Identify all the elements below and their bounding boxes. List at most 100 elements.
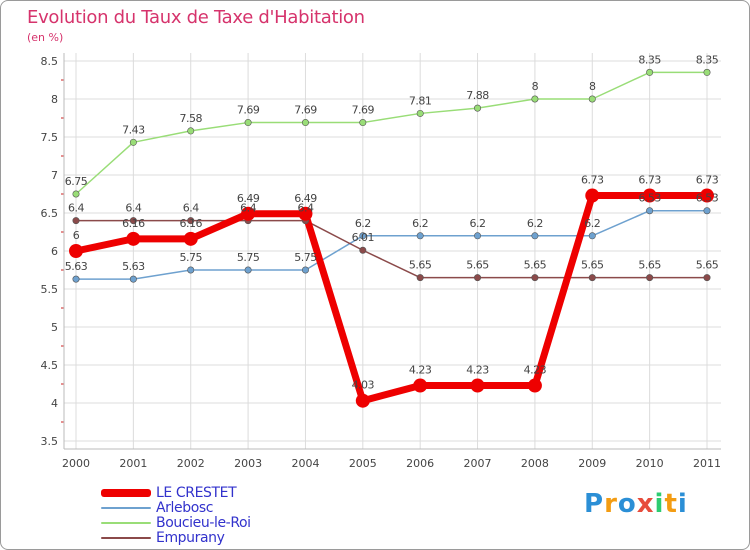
data-point	[527, 378, 542, 393]
legend-item: Empurany	[101, 531, 401, 545]
series-line-empurany	[75, 219, 708, 279]
legend-item: Arlebosc	[101, 501, 401, 515]
data-label: 6.4	[240, 202, 256, 215]
data-label: 7.43	[122, 123, 145, 136]
series-points	[69, 68, 714, 408]
data-label: 5.75	[179, 251, 202, 264]
data-label: 6.75	[65, 175, 88, 188]
data-label: 5.65	[409, 259, 432, 272]
legend-swatch	[101, 522, 151, 524]
data-label: 6.16	[122, 217, 145, 230]
legend: LE CRESTET Arlebosc Boucieu-le-Roi Empurany	[101, 486, 401, 546]
y-tick-label: 5.5	[41, 283, 59, 296]
x-tick-label: 2006	[406, 457, 434, 470]
logo-letter: t	[664, 489, 678, 519]
data-point	[69, 244, 83, 258]
data-label: 4.23	[409, 364, 432, 377]
data-point	[241, 206, 256, 221]
y-tick-label: 4.5	[41, 359, 59, 372]
data-label: 7.88	[466, 89, 489, 102]
data-label: 5.63	[65, 260, 88, 273]
logo-letter: o	[617, 489, 637, 519]
series-line-boucieu-le-roi	[75, 71, 708, 195]
data-point	[72, 217, 80, 225]
data-label: 5.75	[294, 251, 317, 264]
x-tick-label: 2005	[349, 457, 377, 470]
legend-item: Boucieu-le-Roi	[101, 516, 401, 530]
y-tick-label: 4	[51, 397, 58, 410]
data-label: 5.63	[122, 260, 145, 273]
data-label: 5.65	[581, 259, 604, 272]
data-label: 4.23	[466, 364, 489, 377]
data-point	[416, 274, 424, 282]
y-tick-label: 7	[51, 169, 58, 182]
legend-swatch	[101, 537, 151, 539]
x-tick-label: 2011	[693, 457, 721, 470]
data-point	[187, 127, 195, 135]
x-tick-label: 2010	[636, 457, 664, 470]
x-tick-label: 2008	[521, 457, 549, 470]
data-point	[703, 274, 711, 282]
data-point	[416, 109, 424, 117]
data-point	[646, 274, 654, 282]
data-point	[359, 119, 367, 127]
data-point	[585, 188, 600, 203]
chart-title: Evolution du Taux de Taxe d'Habitation	[27, 7, 365, 28]
data-point	[588, 95, 596, 103]
data-label: 6.4	[297, 202, 313, 215]
data-label: 5.65	[524, 259, 547, 272]
data-label: 5.65	[638, 259, 661, 272]
data-label: 6.2	[527, 217, 543, 230]
x-tick-label: 2003	[234, 457, 262, 470]
data-point	[474, 232, 482, 240]
data-label: 8.35	[696, 53, 719, 66]
data-label: 8	[589, 80, 596, 93]
data-label: 5.65	[466, 259, 489, 272]
x-tick-label: 2009	[578, 457, 606, 470]
logo-letter: P	[584, 489, 605, 519]
data-point	[129, 275, 137, 283]
data-labels: 6.75 7.43 7.58 7.69 7.69 7.69 7.81 7.88 8 8 8.35 8.…	[65, 53, 719, 391]
data-label: 6.49	[237, 192, 260, 205]
series-line-le-crestet	[72, 192, 711, 405]
data-point	[531, 95, 539, 103]
data-point	[474, 104, 482, 112]
data-point	[531, 232, 539, 240]
legend-item: LE CRESTET	[101, 486, 401, 500]
data-point	[244, 266, 252, 274]
proxiti-logo: Proxiti	[584, 489, 688, 519]
series-line-arlebosc	[75, 209, 708, 280]
data-label: 6.4	[125, 202, 141, 215]
data-label: 7.69	[352, 104, 375, 117]
data-point	[703, 68, 711, 76]
data-point	[129, 217, 137, 225]
legend-swatch	[101, 489, 151, 497]
data-label: 8	[532, 80, 539, 93]
x-tick-label: 2007	[464, 457, 492, 470]
logo-letter: x	[636, 489, 655, 519]
data-point	[413, 378, 428, 393]
data-point	[531, 274, 539, 282]
logo-letter: r	[604, 489, 618, 519]
data-label: 7.81	[409, 94, 432, 107]
gridlines	[64, 53, 721, 449]
data-point	[129, 138, 137, 146]
data-point	[301, 266, 309, 274]
data-point	[244, 119, 252, 127]
series-lines	[72, 71, 711, 405]
data-label: 5.75	[237, 251, 260, 264]
data-point	[301, 119, 309, 127]
data-point	[72, 275, 80, 283]
y-tick-label: 8	[51, 93, 58, 106]
data-point	[359, 246, 367, 254]
legend-label: Arlebosc	[156, 500, 214, 516]
data-label: 6.53	[696, 192, 719, 205]
data-label: 4.03	[352, 379, 375, 392]
data-label: 6.73	[638, 174, 661, 187]
y-tick-label: 6	[51, 245, 58, 258]
data-label: 6.53	[638, 192, 661, 205]
data-point	[183, 231, 198, 246]
data-label: 6.16	[179, 217, 202, 230]
